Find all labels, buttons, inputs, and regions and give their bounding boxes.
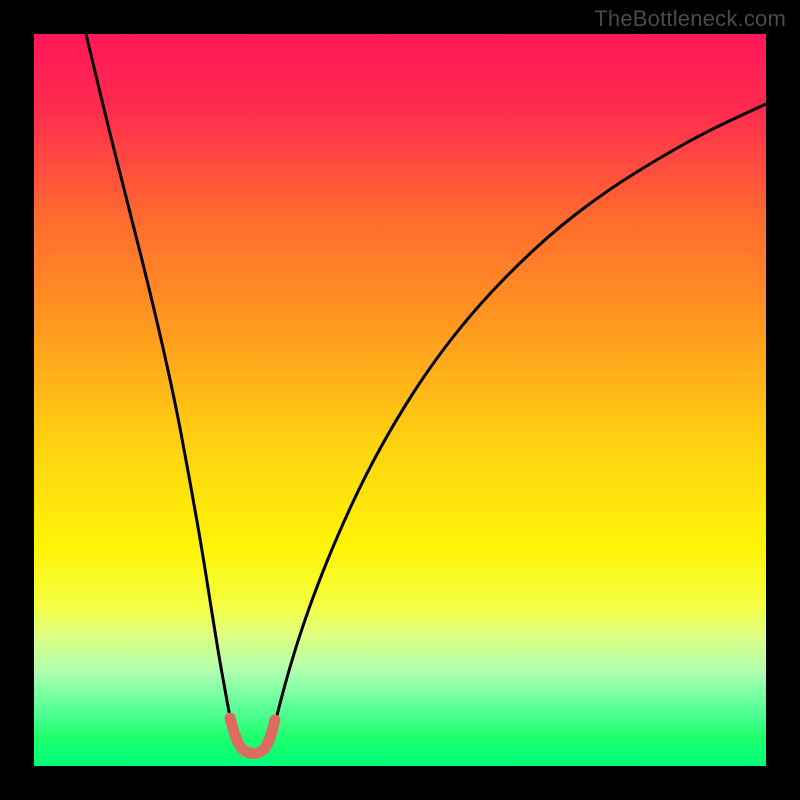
gradient-background	[34, 34, 766, 766]
watermark-text: TheBottleneck.com	[594, 6, 786, 32]
bottleneck-chart	[0, 0, 800, 800]
chart-container: TheBottleneck.com	[0, 0, 800, 800]
